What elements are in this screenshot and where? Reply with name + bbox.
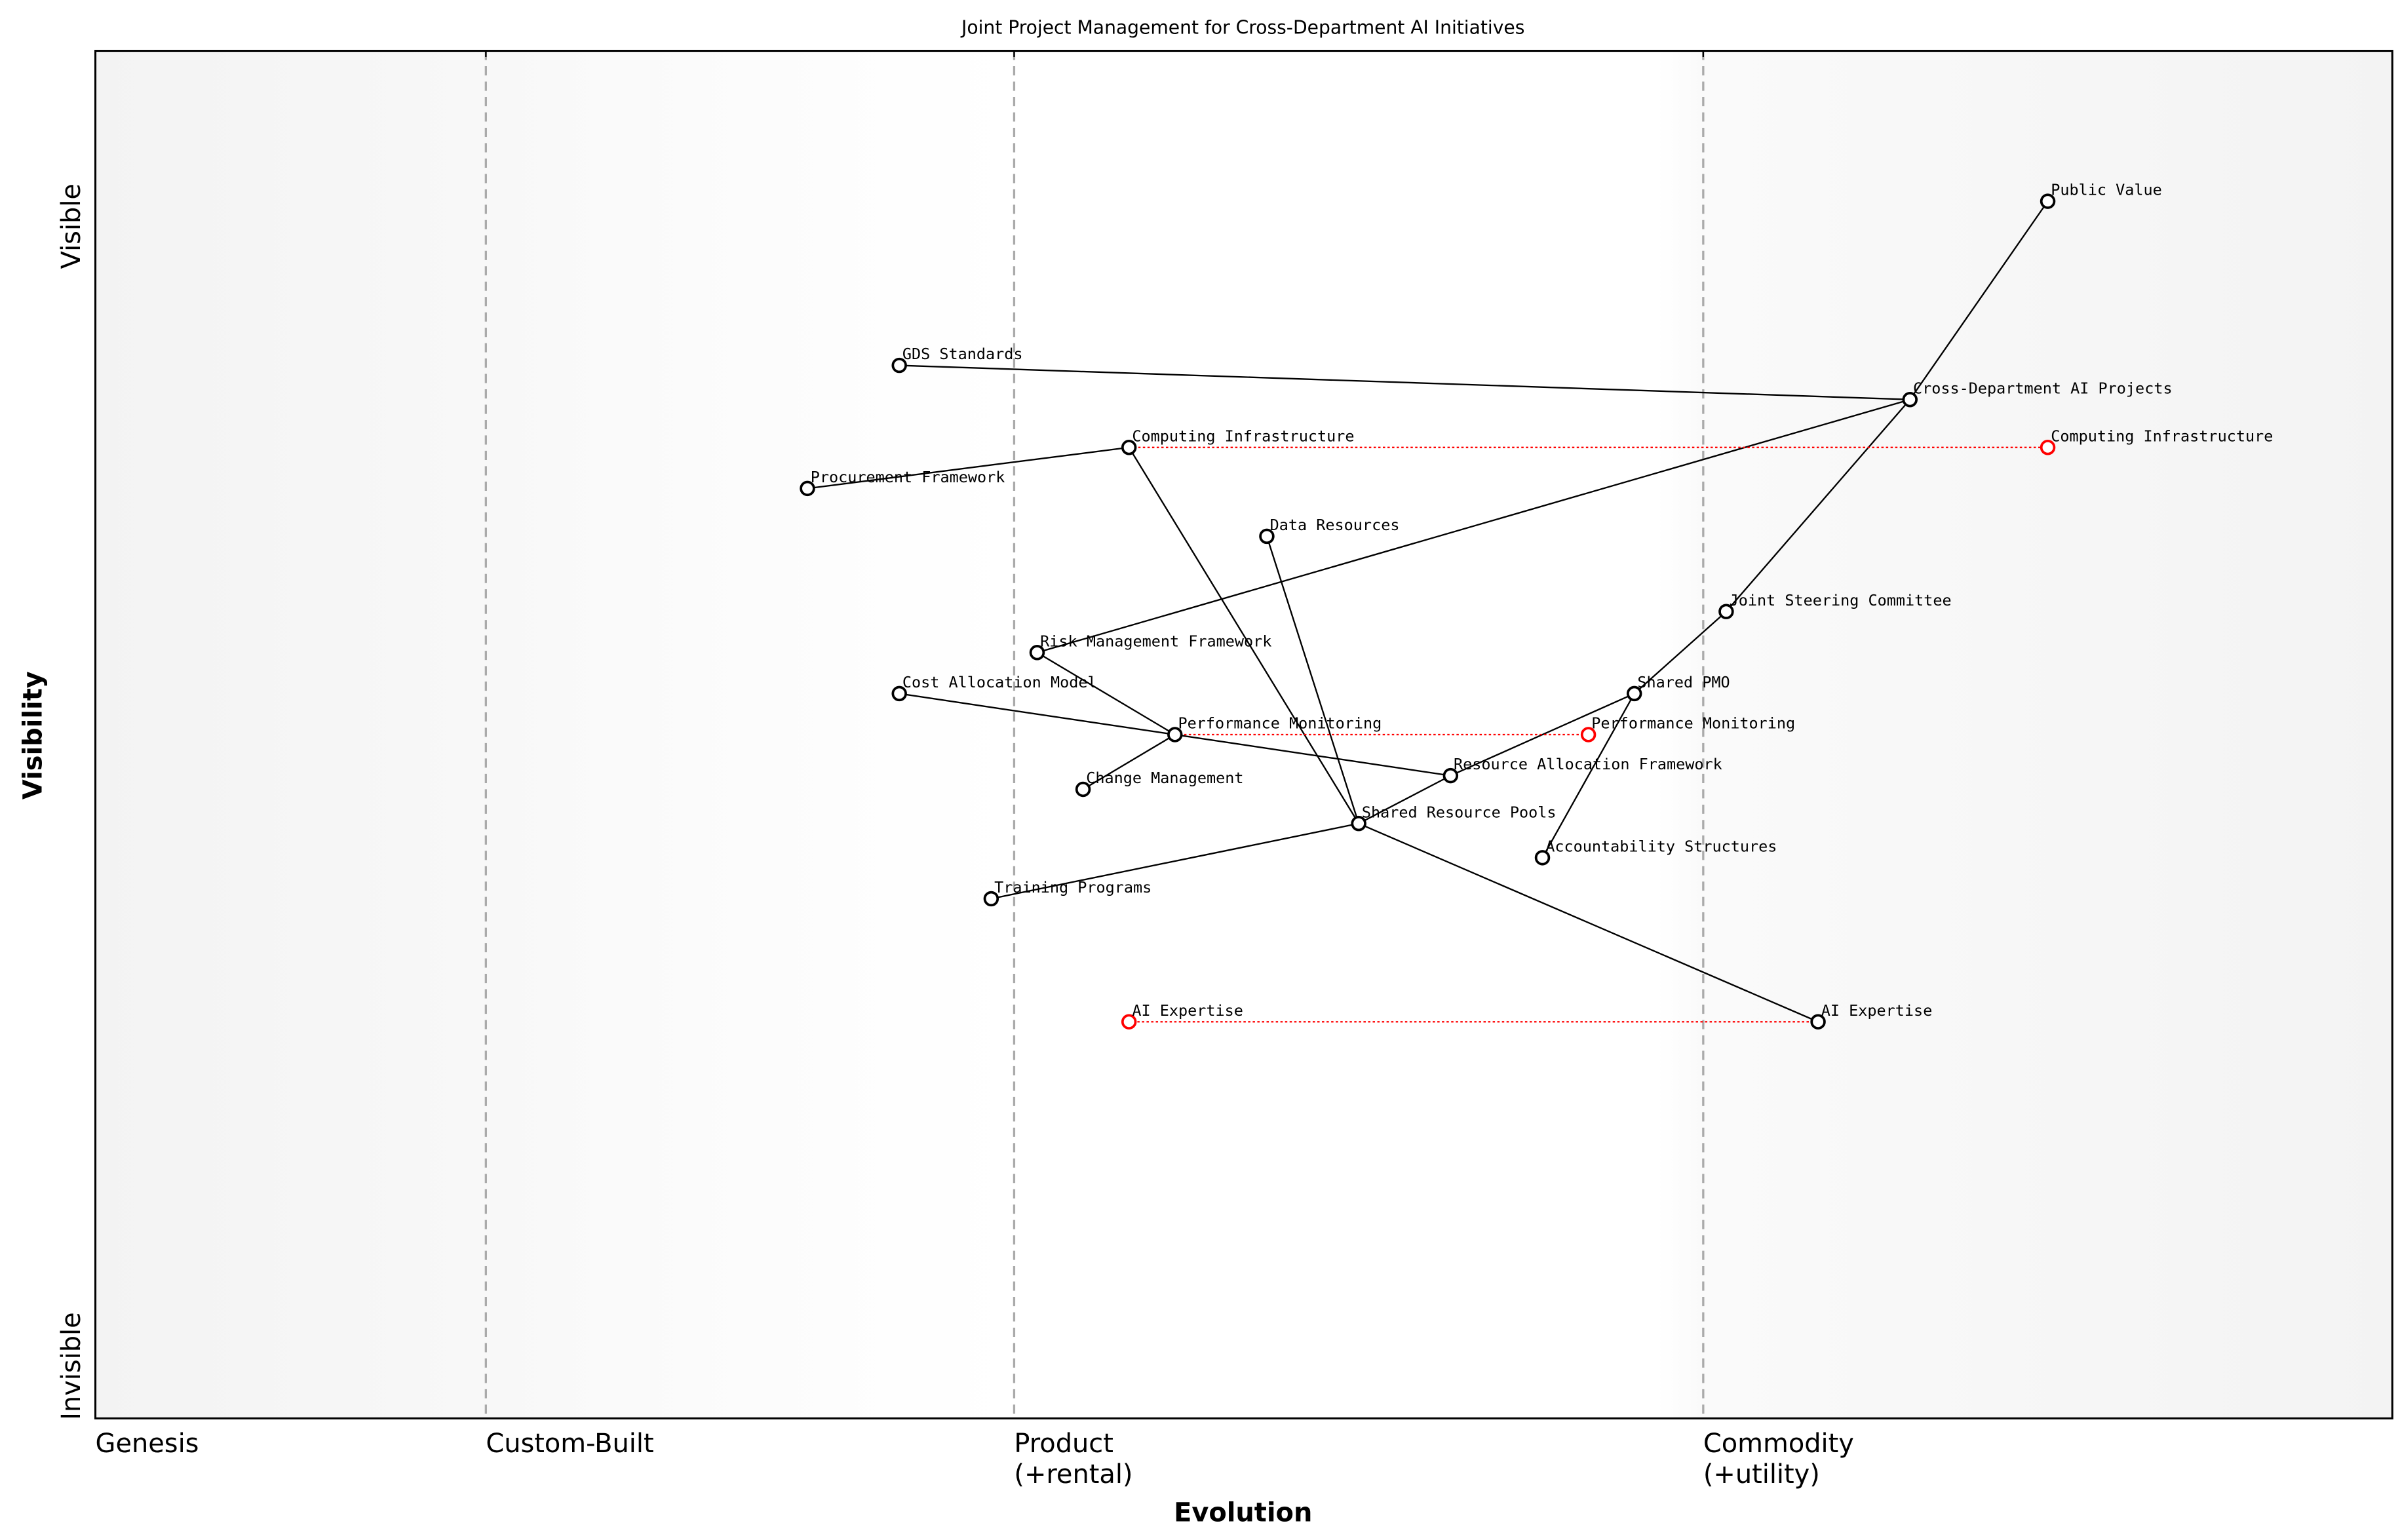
dependency-link bbox=[1037, 398, 1910, 653]
component-node[interactable] bbox=[1810, 1014, 1826, 1030]
component-label: Shared PMO bbox=[1637, 673, 1730, 691]
component-node[interactable] bbox=[1442, 767, 1459, 784]
component-label: Performance Monitoring bbox=[1178, 714, 1382, 733]
component-dr[interactable]: Data Resources bbox=[1259, 516, 1400, 545]
y-axis-top-label: Visible bbox=[56, 183, 87, 269]
dependency-link bbox=[1358, 775, 1451, 824]
y-axis-label: Visibility bbox=[18, 671, 48, 799]
component-pv[interactable]: Public Value bbox=[2040, 181, 2162, 209]
component-cdap[interactable]: Cross-Department AI Projects bbox=[1902, 379, 2173, 408]
dependency-link bbox=[1128, 447, 1360, 824]
component-node[interactable] bbox=[1121, 440, 1137, 455]
evolved-node[interactable] bbox=[2040, 440, 2056, 455]
component-pm[interactable]: Performance Monitoring bbox=[1167, 714, 1382, 742]
component-label: AI Expertise bbox=[1821, 1001, 1933, 1020]
component-gds[interactable]: GDS Standards bbox=[891, 345, 1023, 374]
component-cam[interactable]: Cost Allocation Model bbox=[891, 673, 1097, 702]
component-raf[interactable]: Resource Allocation Framework bbox=[1442, 755, 1722, 784]
component-node[interactable] bbox=[1718, 604, 1734, 619]
component-label: Training Programs bbox=[994, 878, 1152, 896]
component-label: Resource Allocation Framework bbox=[1454, 755, 1722, 773]
component-aie[interactable]: AI Expertise bbox=[1810, 1001, 1933, 1030]
dependency-link bbox=[1633, 611, 1727, 695]
component-node[interactable] bbox=[1167, 727, 1183, 742]
evolved-node[interactable] bbox=[1580, 727, 1597, 742]
evolved-node-label: Performance Monitoring bbox=[1591, 714, 1795, 733]
component-label: Procurement Framework bbox=[811, 468, 1005, 486]
stage-label: Product (+rental) bbox=[1014, 1429, 1132, 1490]
chart-title: Joint Project Management for Cross-Depar… bbox=[960, 17, 1524, 39]
component-node[interactable] bbox=[1902, 391, 1918, 408]
component-label: GDS Standards bbox=[902, 345, 1023, 363]
component-jsc[interactable]: Joint Steering Committee bbox=[1718, 591, 1952, 619]
component-label: Cross-Department AI Projects bbox=[1913, 379, 2173, 397]
dependency-link bbox=[1541, 693, 1635, 858]
dependency-link bbox=[1450, 693, 1635, 777]
component-node[interactable] bbox=[1075, 781, 1091, 798]
dependency-link bbox=[807, 446, 1129, 490]
component-as[interactable]: Accountability Structures bbox=[1534, 837, 1777, 866]
dependency-link bbox=[991, 822, 1359, 900]
plot-frame bbox=[94, 50, 2393, 1419]
component-node[interactable] bbox=[1029, 645, 1045, 661]
component-label: Change Management bbox=[1086, 769, 1243, 787]
evolved-node[interactable] bbox=[1121, 1014, 1137, 1030]
component-node[interactable] bbox=[2040, 193, 2056, 209]
component-node[interactable] bbox=[800, 480, 815, 497]
dependency-link bbox=[1036, 651, 1176, 736]
dependency-link bbox=[1358, 822, 1819, 1023]
component-ci[interactable]: Computing Infrastructure bbox=[1121, 427, 1355, 455]
component-node[interactable] bbox=[1351, 815, 1366, 832]
component-node[interactable] bbox=[1534, 850, 1551, 866]
plot-background bbox=[95, 50, 2393, 1419]
component-node[interactable] bbox=[1626, 685, 1642, 702]
component-label: Risk Management Framework bbox=[1040, 632, 1271, 650]
x-axis-label: Evolution bbox=[1174, 1498, 1312, 1528]
component-label: Joint Steering Committee bbox=[1730, 591, 1952, 609]
component-label: Computing Infrastructure bbox=[1132, 427, 1354, 445]
component-label: Cost Allocation Model bbox=[902, 673, 1097, 691]
dependency-link bbox=[899, 364, 1910, 400]
component-cm[interactable]: Change Management bbox=[1075, 769, 1244, 798]
dependency-link bbox=[1726, 398, 1911, 612]
component-label: Public Value bbox=[2051, 181, 2162, 199]
component-tp[interactable]: Training Programs bbox=[983, 878, 1152, 907]
stage-label: Commodity (+utility) bbox=[1703, 1429, 1854, 1490]
component-rmf[interactable]: Risk Management Framework bbox=[1029, 632, 1272, 661]
component-label: Accountability Structures bbox=[1545, 837, 1777, 855]
component-pf[interactable]: Procurement Framework bbox=[800, 468, 1005, 497]
component-label: Shared Resource Pools bbox=[1362, 803, 1557, 821]
component-srp[interactable]: Shared Resource Pools bbox=[1351, 803, 1557, 832]
dependency-link bbox=[1266, 536, 1360, 824]
evolved-node-label: Computing Infrastructure bbox=[2051, 427, 2273, 445]
stage-label: Genesis bbox=[96, 1429, 199, 1459]
stage-label: Custom-Built bbox=[486, 1429, 653, 1459]
component-node[interactable] bbox=[891, 357, 907, 374]
component-node[interactable] bbox=[983, 891, 999, 907]
evolved-node-label: AI Expertise bbox=[1132, 1001, 1243, 1020]
component-node[interactable] bbox=[1259, 528, 1275, 545]
component-pmo[interactable]: Shared PMO bbox=[1626, 673, 1730, 702]
component-node[interactable] bbox=[891, 685, 907, 702]
component-label: Data Resources bbox=[1270, 516, 1400, 534]
dependency-link bbox=[1909, 201, 2049, 400]
y-axis-bottom-label: Invisible bbox=[56, 1312, 87, 1420]
dependency-link bbox=[1082, 734, 1176, 790]
